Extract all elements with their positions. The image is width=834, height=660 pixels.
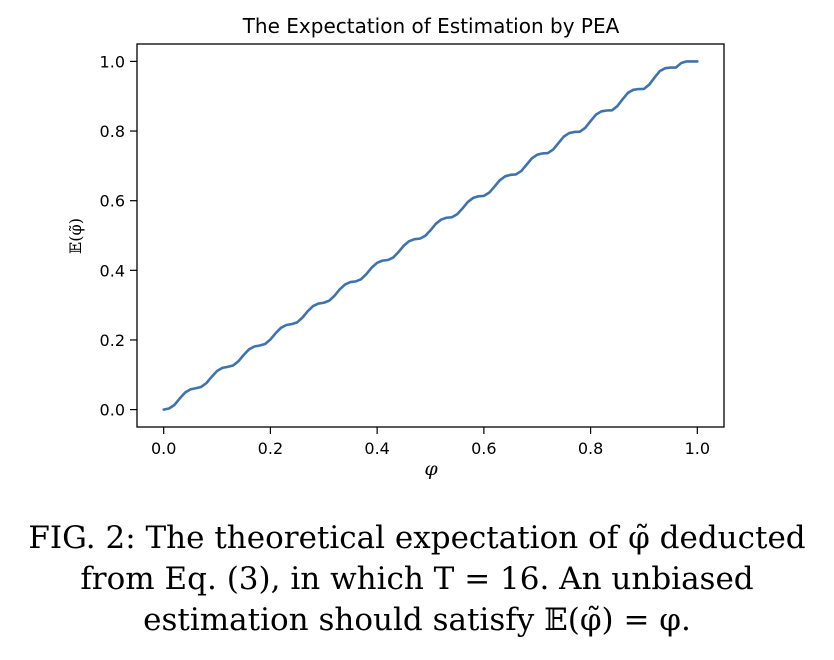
caption-line-1: FIG. 2: The theoretical expectation of φ… (28, 520, 806, 556)
caption-line-3: estimation should satisfy 𝔼(φ̃) = φ. (143, 602, 691, 638)
x-tick-label: 0.8 (578, 439, 603, 458)
x-tick-label: 0.2 (258, 439, 283, 458)
x-tick-label: 0.6 (471, 439, 496, 458)
y-tick-label: 0.6 (100, 192, 125, 211)
y-tick-label: 0.0 (100, 401, 125, 420)
figure-caption: FIG. 2: The theoretical expectation of φ… (10, 518, 824, 641)
chart-title: The Expectation of Estimation by PEA (242, 14, 620, 38)
expectation-line (162, 60, 699, 411)
x-tick-label: 1.0 (685, 439, 710, 458)
y-tick-label: 0.4 (100, 261, 125, 280)
tick-layer: 0.0 0.2 0.4 0.6 0.8 1.0 0.0 0.2 0.4 0.6 0.8 1.0 (100, 52, 710, 458)
y-tick-label: 0.2 (100, 331, 125, 350)
x-axis-label: φ (424, 458, 438, 480)
caption-line-2: from Eq. (3), in which T = 16. An unbias… (80, 561, 754, 597)
x-tick-label: 0.0 (151, 439, 176, 458)
y-tick-label: 0.8 (100, 122, 125, 141)
y-axis-label: 𝔼(φ̃) (66, 218, 85, 254)
chart-figure: The Expectation of Estimation by PEA 0.0… (66, 14, 725, 480)
y-tick-label: 1.0 (100, 52, 125, 71)
x-tick-label: 0.4 (364, 439, 389, 458)
plot-frame (136, 43, 725, 428)
